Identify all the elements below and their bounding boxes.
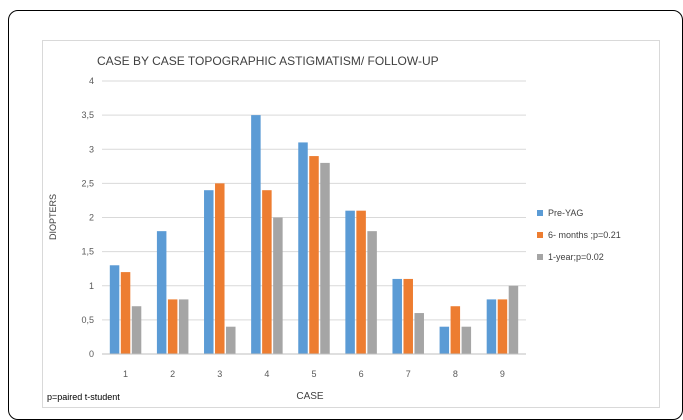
y-tick-label: 3,5 bbox=[81, 110, 94, 120]
x-tick-label: 3 bbox=[217, 369, 222, 379]
y-tick-label: 1,5 bbox=[81, 247, 94, 257]
y-tick-label: 3 bbox=[89, 144, 94, 154]
bar-case-8-series-3 bbox=[461, 326, 472, 354]
legend-swatch bbox=[537, 232, 543, 238]
bar-case-2-series-1 bbox=[156, 231, 167, 354]
chart-title: CASE BY CASE TOPOGRAPHIC ASTIGMATISM/ FO… bbox=[97, 54, 439, 68]
legend-label: 6- months ;p=0.21 bbox=[548, 230, 621, 240]
x-tick-label: 9 bbox=[500, 369, 505, 379]
bar-case-7-series-3 bbox=[414, 313, 424, 354]
legend-swatch bbox=[537, 254, 543, 260]
y-tick-label: 0 bbox=[89, 349, 94, 359]
x-tick-label: 6 bbox=[359, 369, 364, 379]
bar-case-1-series-2 bbox=[120, 272, 131, 354]
legend: Pre-YAG 6- months ;p=0.21 1-year;p=0.02 bbox=[537, 208, 621, 262]
legend-label: Pre-YAG bbox=[548, 208, 583, 218]
bar-case-1-series-3 bbox=[131, 306, 142, 354]
legend-swatch bbox=[537, 210, 543, 216]
x-tick-label: 8 bbox=[453, 369, 458, 379]
bar-case-3-series-1 bbox=[204, 190, 214, 354]
bar-case-5-series-1 bbox=[298, 142, 308, 354]
y-tick-label: 2 bbox=[89, 213, 94, 223]
bar-case-7-series-1 bbox=[392, 278, 402, 354]
bar-case-3-series-3 bbox=[226, 326, 236, 354]
x-axis-label: CASE bbox=[296, 391, 324, 402]
x-tick-label: 7 bbox=[406, 369, 411, 379]
footnote: p=paired t-student bbox=[47, 392, 120, 402]
y-tick-label: 1 bbox=[89, 281, 94, 291]
x-tick-label: 1 bbox=[123, 369, 128, 379]
bars bbox=[109, 115, 519, 354]
bar-case-4-series-2 bbox=[262, 190, 272, 354]
bar-case-3-series-2 bbox=[215, 183, 225, 354]
bar-case-9-series-1 bbox=[486, 299, 497, 354]
y-tick-label: 0,5 bbox=[81, 315, 94, 325]
bar-case-5-series-3 bbox=[320, 162, 330, 354]
legend-label: 1-year;p=0.02 bbox=[548, 252, 604, 262]
y-axis-label: DIOPTERS bbox=[48, 194, 58, 240]
y-tick-label: 4 bbox=[89, 76, 94, 86]
bar-case-6-series-2 bbox=[356, 210, 366, 354]
bar-case-8-series-2 bbox=[450, 306, 461, 354]
bar-case-6-series-3 bbox=[367, 231, 377, 354]
bar-case-7-series-2 bbox=[403, 278, 413, 354]
bar-case-6-series-1 bbox=[345, 210, 355, 354]
bar-case-5-series-2 bbox=[309, 156, 319, 354]
bar-case-9-series-2 bbox=[497, 299, 508, 354]
x-tick-label: 2 bbox=[170, 369, 175, 379]
bar-case-4-series-3 bbox=[273, 217, 283, 354]
x-tick-label: 5 bbox=[311, 369, 316, 379]
bar-chart: 0 0,5 1 1,5 2 2,5 3 3,5 4 1 2 3 4 5 6 7 8 9 CASE BY CASE … bbox=[48, 54, 621, 402]
bar-case-1-series-1 bbox=[109, 265, 120, 354]
x-tick-label: 4 bbox=[264, 369, 269, 379]
bar-case-2-series-3 bbox=[178, 299, 189, 354]
bar-case-4-series-1 bbox=[251, 115, 261, 354]
bar-case-8-series-1 bbox=[439, 326, 450, 354]
bar-case-2-series-2 bbox=[167, 299, 178, 354]
bar-case-9-series-3 bbox=[508, 285, 519, 354]
y-tick-label: 2,5 bbox=[81, 178, 94, 188]
axes: 0 0,5 1 1,5 2 2,5 3 3,5 4 1 2 3 4 5 6 7 8 9 bbox=[81, 76, 526, 379]
